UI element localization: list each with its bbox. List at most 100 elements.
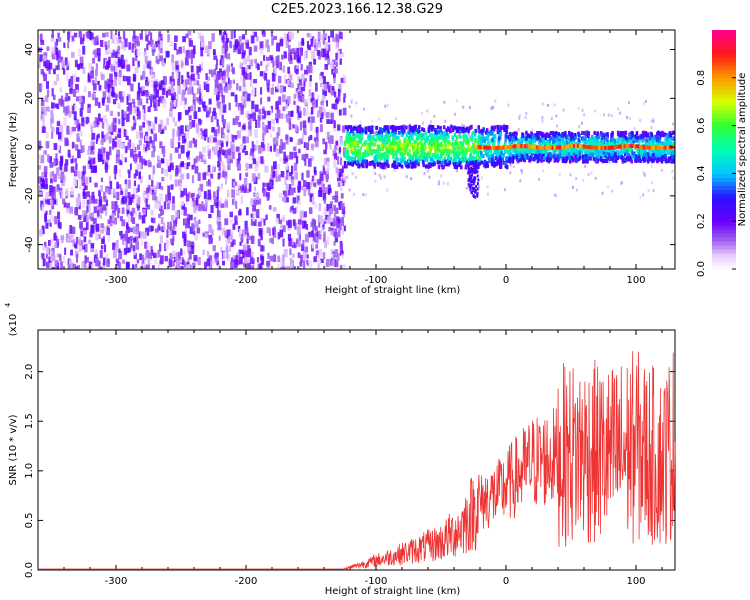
- band-cell: [519, 141, 522, 146]
- band-cell: [555, 157, 558, 162]
- noise-cell: [51, 46, 55, 54]
- halo-cell: [446, 182, 449, 186]
- noise-cell: [44, 214, 48, 223]
- noise-cell: [220, 88, 224, 97]
- noise-cell: [334, 237, 339, 243]
- noise-cell: [125, 75, 128, 82]
- band-cell: [528, 158, 531, 163]
- band-cell: [389, 131, 392, 136]
- noise-cell: [223, 34, 227, 42]
- noise-cell: [108, 124, 113, 132]
- noise-cell: [269, 237, 273, 243]
- noise-cell: [133, 123, 136, 130]
- noise-cell: [232, 67, 235, 75]
- band-cell: [360, 132, 364, 137]
- band-cell: [405, 161, 408, 166]
- noise-cell: [327, 59, 331, 64]
- noise-cell: [253, 201, 258, 206]
- band-cell: [501, 153, 504, 158]
- noise-cell: [166, 229, 169, 238]
- noise-cell: [165, 243, 169, 250]
- noise-cell: [255, 145, 259, 151]
- band-cell: [526, 156, 530, 161]
- noise-cell: [77, 193, 81, 202]
- band-cell: [616, 155, 620, 160]
- band-cell: [552, 151, 555, 156]
- band-cell: [518, 158, 521, 163]
- noise-cell: [260, 141, 265, 148]
- noise-cell: [157, 82, 161, 87]
- noise-cell: [343, 225, 346, 232]
- noise-cell: [277, 263, 280, 269]
- noise-cell: [185, 33, 189, 39]
- band-cell: [514, 148, 517, 153]
- noise-cell: [204, 45, 209, 54]
- noise-cell: [213, 74, 217, 82]
- noise-cell: [57, 174, 61, 179]
- band-cell: [493, 125, 497, 130]
- noise-cell: [134, 118, 137, 125]
- noise-cell: [167, 192, 172, 201]
- halo-cell: [486, 185, 489, 189]
- noise-cell: [336, 268, 341, 269]
- band-cell: [462, 127, 466, 132]
- noise-cell: [189, 40, 194, 47]
- band-cell: [434, 155, 437, 160]
- noise-cell: [253, 79, 258, 84]
- band-cell: [452, 148, 456, 153]
- band-cell: [352, 132, 355, 137]
- band-cell: [632, 139, 636, 144]
- noise-cell: [137, 99, 140, 105]
- noise-cell: [73, 75, 77, 83]
- noise-cell: [277, 127, 281, 136]
- band-cell: [569, 151, 573, 156]
- halo-cell: [642, 193, 645, 197]
- band-cell: [375, 160, 379, 165]
- halo-cell: [611, 189, 614, 193]
- noise-cell: [212, 255, 217, 264]
- noise-cell: [135, 241, 140, 250]
- noise-cell: [210, 229, 214, 236]
- band-cell: [385, 130, 388, 135]
- noise-cell: [280, 224, 283, 229]
- noise-cell: [306, 142, 310, 151]
- band-cell: [467, 161, 470, 166]
- noise-cell: [224, 200, 229, 208]
- noise-cell: [200, 48, 204, 57]
- noise-cell: [212, 49, 216, 56]
- band-cell: [434, 146, 437, 151]
- noise-cell: [162, 76, 167, 85]
- band-cell: [574, 158, 578, 163]
- noise-cell: [260, 97, 263, 105]
- band-cell: [493, 162, 497, 167]
- band-cell: [463, 132, 466, 137]
- band-cell: [571, 158, 575, 163]
- band-cell: [351, 136, 354, 141]
- band-cell: [343, 153, 347, 158]
- noise-cell: [175, 257, 180, 267]
- noise-cell: [257, 238, 261, 247]
- noise-cell: [226, 70, 229, 78]
- band-cell: [503, 124, 506, 129]
- band-cell: [420, 150, 423, 155]
- noise-cell: [263, 182, 268, 187]
- band-cell: [351, 140, 355, 145]
- noise-cell: [128, 197, 132, 206]
- band-cell: [401, 159, 404, 164]
- noise-cell: [159, 45, 163, 54]
- noise-cell: [195, 122, 200, 131]
- noise-cell: [79, 183, 83, 190]
- noise-cell: [73, 32, 78, 38]
- noise-cell: [38, 165, 42, 170]
- noise-cell: [212, 245, 216, 252]
- noise-cell: [167, 34, 170, 43]
- band-cell: [585, 140, 588, 145]
- noise-cell: [197, 118, 202, 126]
- band-cell: [499, 156, 503, 161]
- noise-cell: [197, 172, 201, 182]
- noise-cell: [199, 64, 203, 71]
- band-cell: [376, 131, 380, 136]
- noise-cell: [53, 173, 57, 183]
- halo-cell: [584, 164, 587, 168]
- noise-cell: [180, 59, 184, 69]
